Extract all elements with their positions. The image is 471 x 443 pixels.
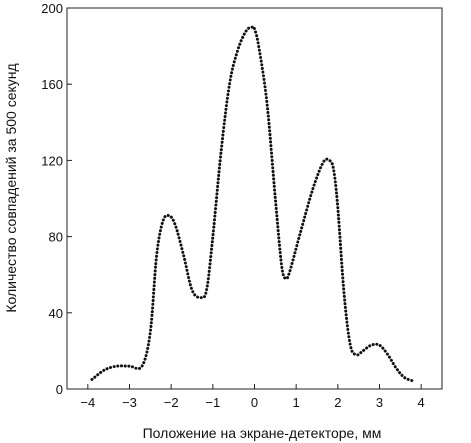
y-tick-label: 160 [41, 77, 63, 92]
series-line [90, 25, 417, 383]
y-tick-label: 40 [49, 306, 63, 321]
plot-frame [66, 7, 443, 390]
x-tick-label: −1 [205, 395, 220, 410]
x-tick-label: 1 [293, 395, 300, 410]
x-tick-label: 2 [334, 395, 341, 410]
x-tick-label: 0 [251, 395, 258, 410]
x-axis-ticks: −4 −3 −2 −1 0 1 2 3 4 [80, 384, 425, 410]
y-axis-label: Количество совпадений за 500 секунд [3, 63, 19, 312]
x-axis-label: Положение на экране-детекторе, мм [143, 425, 382, 441]
x-tick-label: −4 [80, 395, 95, 410]
x-tick-label: −3 [122, 395, 137, 410]
x-tick-label: −2 [164, 395, 179, 410]
x-tick-label: 4 [418, 395, 425, 410]
y-axis-ticks: 0 40 80 120 160 200 [41, 1, 72, 397]
y-tick-label: 120 [41, 153, 63, 168]
x-tick-label: 3 [376, 395, 383, 410]
y-tick-label: 0 [56, 382, 63, 397]
y-tick-label: 200 [41, 1, 63, 16]
y-tick-label: 80 [49, 230, 63, 245]
